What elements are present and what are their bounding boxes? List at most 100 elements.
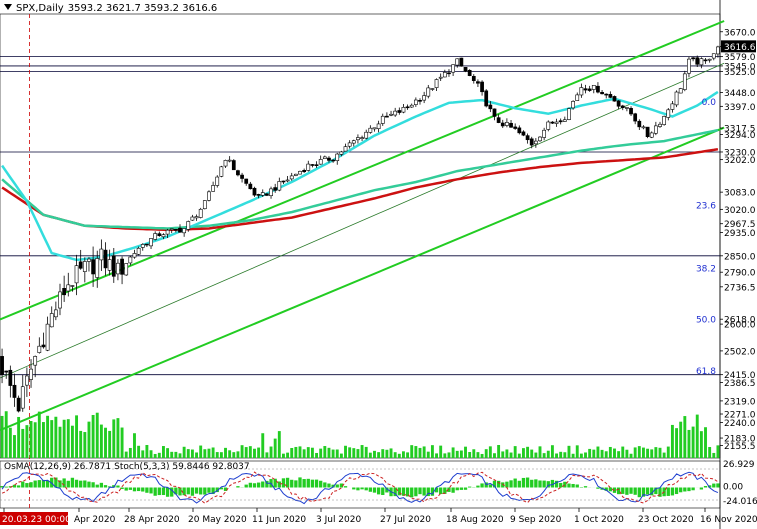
stoch-signal-line [1, 471, 719, 504]
volume-bar [29, 421, 33, 458]
candle-body [16, 397, 21, 412]
osma-bar [66, 480, 70, 488]
volume-bar [170, 451, 174, 458]
stoch-label: Stoch(5,3,3) 59.8446 92.8037 [114, 462, 250, 472]
volume-bar [203, 449, 207, 458]
volume-bar [468, 452, 472, 458]
candle-body [306, 163, 311, 171]
volume-bar [25, 425, 29, 458]
volume-bar [695, 414, 699, 458]
candle-body [484, 90, 489, 107]
candle-body [41, 344, 46, 348]
candle-body [0, 356, 4, 376]
osma-bar [128, 487, 132, 490]
candle-body [182, 228, 187, 234]
candle-body [500, 122, 505, 127]
osma-bar [12, 484, 17, 488]
candle-body [691, 57, 695, 60]
channel-line-1 [0, 126, 725, 432]
volume-bar [33, 422, 37, 458]
candle-body [633, 113, 638, 122]
candle-body [666, 109, 671, 118]
price-tick-label: 2790.0 [724, 269, 756, 279]
candle-body [716, 46, 720, 55]
volume-bar [621, 446, 625, 458]
osma-bar [141, 487, 145, 492]
osma-bar [703, 486, 708, 488]
osma-bar [596, 487, 600, 489]
candle-body [74, 265, 79, 284]
osma-bar [385, 487, 389, 493]
osma-bar [199, 487, 203, 495]
candle-body [169, 228, 174, 231]
osma-bar [492, 480, 497, 488]
volume-bar [451, 447, 455, 458]
fib-label-61-8: 61.8 [696, 367, 716, 377]
volume-bar [410, 445, 414, 458]
volume-bar [699, 431, 703, 458]
candle-body [178, 227, 182, 233]
candle-body [525, 135, 530, 141]
candle-body [335, 153, 340, 161]
osma-bar [426, 487, 430, 497]
candle-body [616, 100, 621, 107]
volume-bar [377, 452, 381, 458]
price-tick-label: 3670.0 [724, 28, 756, 38]
osma-bar [310, 479, 315, 488]
price-tick-label: 2386.5 [724, 379, 756, 389]
osma-bar [683, 487, 687, 492]
collapse-triangle-icon[interactable] [4, 4, 12, 10]
volume-bar [356, 449, 360, 458]
volume-bar [389, 448, 393, 458]
volume-bar [691, 426, 695, 458]
osma-bar [530, 479, 534, 488]
candle-body [331, 159, 335, 162]
volume-bar [116, 418, 120, 458]
osma-bar [422, 487, 426, 496]
candle-body [285, 179, 290, 182]
volume-bar [153, 453, 157, 458]
volume-bar [253, 448, 256, 458]
candle-body [91, 259, 95, 275]
candle-body [372, 127, 377, 130]
candle-body [517, 127, 522, 134]
volume-bar [236, 451, 240, 458]
osma-bar [290, 479, 294, 488]
volume-bar [195, 452, 198, 458]
volume-bar [310, 447, 314, 458]
volume-bar [679, 421, 683, 458]
candle-body [711, 53, 716, 59]
volume-bar [522, 448, 525, 458]
candle-body [368, 127, 373, 133]
osma-bar [161, 487, 166, 496]
candle-body [165, 229, 170, 235]
volume-bar [348, 447, 352, 458]
candle-body [356, 137, 360, 141]
candle-body [207, 191, 211, 201]
volume-bar [654, 447, 658, 458]
price-tick-label: 2415.0 [724, 371, 756, 381]
volume-bar [567, 445, 571, 458]
volume-bar [464, 446, 467, 458]
osma-bar [186, 487, 190, 495]
osma-bar [418, 487, 422, 495]
osma-label: OsMA(12,26,9) 26.7871 [4, 462, 112, 472]
volume-bar [530, 449, 534, 458]
candle-body [658, 123, 662, 127]
volume-bar [182, 446, 186, 458]
candle-body [173, 229, 178, 231]
ohlc-label: 3593.2 3621.7 3593.2 3616.6 [67, 3, 218, 14]
candle-body [480, 81, 484, 93]
volume-bar [232, 452, 236, 458]
candle-body [376, 123, 381, 130]
volume-bar [484, 449, 488, 458]
date-tick-label: 18 Aug 2020 [446, 515, 504, 525]
osma-bar [687, 487, 691, 492]
candle-body [53, 309, 58, 318]
osma-bar [501, 482, 505, 488]
candle-body [505, 122, 509, 126]
price-tick-label: 2600.0 [724, 321, 756, 331]
volume-bar [211, 447, 215, 458]
price-tick-label: 2155.5 [724, 442, 756, 452]
candle-body [149, 238, 153, 247]
